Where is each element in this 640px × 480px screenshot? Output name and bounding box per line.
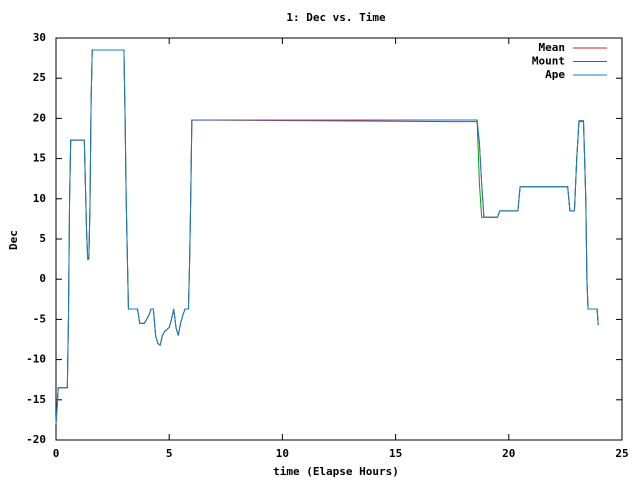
series-line [55,49,599,424]
y-tick-label: 25 [33,71,46,84]
y-tick-label: 20 [33,111,46,124]
legend-label: Ape [545,68,565,81]
y-tick-label: -20 [26,433,46,446]
x-axis-label: time (Elapse Hours) [273,465,399,478]
y-tick-label: 30 [33,31,46,44]
y-axis-label: Dec [7,230,20,250]
x-tick-label: 0 [53,447,60,460]
x-tick-label: 10 [276,447,289,460]
plot-border [55,37,623,441]
legend-label: Mean [539,41,566,54]
x-tick-label: 20 [502,447,515,460]
legend-label: Mount [532,55,565,68]
chart-title: 1: Dec vs. Time [286,11,386,24]
y-tick-label: -5 [33,312,46,325]
y-tick-label: 0 [39,272,46,285]
y-tick-label: 5 [39,232,46,245]
y-tick-label: -15 [26,393,46,406]
y-tick-label: 15 [33,152,46,165]
x-tick-label: 15 [389,447,402,460]
series-line [55,49,599,424]
series-line [55,49,599,424]
x-tick-label: 25 [615,447,628,460]
x-tick-label: 5 [166,447,173,460]
y-tick-label: 10 [33,192,46,205]
y-tick-label: -10 [26,353,46,366]
